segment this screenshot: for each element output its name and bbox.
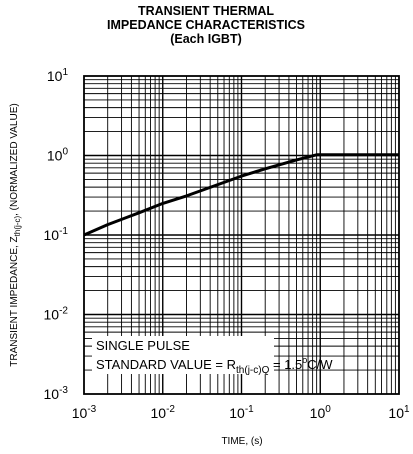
annotation-standard-value: STANDARD VALUE = Rth(j-c)Q = 1.5oC/W	[96, 355, 333, 376]
x-tick-label: 10-2	[151, 404, 176, 421]
x-tick-label: 10-1	[229, 404, 254, 421]
y-tick-label: 101	[47, 67, 69, 84]
x-axis-label: TIME, (s)	[221, 436, 262, 447]
ann-post: C/W	[307, 357, 333, 372]
x-tick-label: 10-3	[72, 404, 97, 421]
ann-mid: = 1.5	[269, 357, 302, 372]
x-tick-label: 100	[310, 404, 332, 421]
x-tick-label: 101	[388, 404, 410, 421]
ann-sub: th(j-c)Q	[236, 365, 270, 376]
impedance-curve	[83, 153, 399, 237]
y-tick-label: 10-1	[44, 226, 69, 243]
x-tick-labels: 10-3 10-2 10-1 100 101	[72, 404, 410, 421]
y-tick-labels: 10-3 10-2 10-1 100 101	[44, 67, 69, 402]
y-label-sub: th(j-c)	[13, 216, 22, 237]
y-axis-label: TRANSIENT IMPEDANCE, Zth(j-c), (NORMALIZ…	[9, 103, 22, 366]
annotation-background	[92, 336, 274, 374]
annotation-single-pulse: SINGLE PULSE	[96, 338, 190, 353]
ann-pre: STANDARD VALUE = R	[96, 357, 236, 372]
y-tick-label: 10-2	[44, 306, 69, 323]
y-tick-label: 100	[47, 147, 69, 164]
chart-title-line-1: TRANSIENT THERMAL	[138, 4, 274, 18]
chart-title-line-2: IMPEDANCE CHARACTERISTICS	[107, 18, 305, 32]
ann-sup: o	[302, 355, 307, 365]
y-label-post: , (NORMALIZED VALUE)	[9, 103, 20, 216]
y-tick-label: 10-3	[44, 385, 69, 402]
chart-title: TRANSIENT THERMAL IMPEDANCE CHARACTERIST…	[107, 4, 305, 46]
y-label-pre: TRANSIENT IMPEDANCE, Z	[9, 236, 20, 366]
annotation-box: SINGLE PULSE STANDARD VALUE = Rth(j-c)Q …	[92, 336, 333, 376]
chart-title-line-3: (Each IGBT)	[170, 32, 242, 46]
